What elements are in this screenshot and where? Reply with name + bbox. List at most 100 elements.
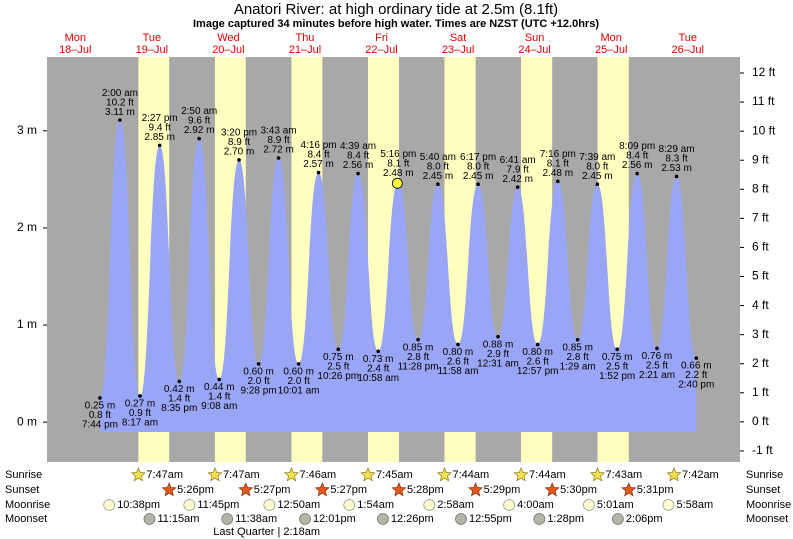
sunset-icon (238, 482, 254, 497)
moonset-icon (299, 513, 311, 525)
day-name: Wed (217, 32, 239, 44)
day-name: Sat (450, 32, 467, 44)
row-label: Moonrise (746, 499, 791, 511)
tide-label: 8.3 ft (665, 154, 687, 165)
sunrise-time: 7:44am (452, 469, 489, 481)
moonset-time: 11:38am (235, 513, 277, 525)
day-date: 21–Jul (289, 44, 321, 56)
sunset-time: 5:29pm (484, 484, 521, 496)
tide-point (256, 362, 261, 366)
tide-area (99, 120, 697, 433)
day-date: 24–Jul (518, 44, 550, 56)
tide-label: 2.6 ft (527, 357, 549, 368)
sunrise-time: 7:43am (606, 469, 643, 481)
moonset-icon (221, 513, 234, 525)
moonset-icon (455, 513, 467, 525)
tide-point (296, 362, 301, 366)
tide-label: 0.9 ft (129, 408, 151, 419)
tide-label: 2.57 m (303, 159, 334, 170)
moonrise-icon (423, 499, 436, 511)
tide-label: 0.80 m (443, 347, 474, 358)
moonset-time: 12:26pm (391, 513, 434, 525)
row-label: Sunset (5, 484, 39, 496)
sunset-time: 5:31pm (637, 484, 674, 496)
sunrise-icon (513, 467, 529, 482)
tide-label: 10.2 ft (106, 97, 134, 108)
y2-tick-label: 9 ft (752, 152, 769, 166)
tide-label: 8:35 pm (161, 403, 197, 414)
sunset-icon (314, 482, 330, 497)
sunrise-time: 7:44am (529, 469, 566, 481)
day-date: 18–Jul (59, 44, 91, 56)
day-name: Mon (65, 32, 86, 44)
tide-label: 7:16 pm (540, 149, 576, 160)
moonrise-icon (103, 499, 116, 511)
tide-label: 1.4 ft (208, 392, 230, 403)
day-name: Tue (678, 32, 697, 44)
tide-label: 2.92 m (184, 125, 215, 136)
tide-point (456, 342, 460, 347)
day-date: 22–Jul (365, 44, 397, 56)
tide-label: 2.9 ft (487, 349, 509, 360)
tide-point (98, 396, 102, 400)
tide-point (436, 182, 440, 187)
sunrise-time: 7:47am (223, 469, 260, 481)
tide-label: 2.8 ft (407, 352, 429, 363)
tide-label: 11:58 am (437, 366, 478, 377)
tide-label: 6:17 pm (460, 152, 496, 163)
tide-label: 8:09 pm (619, 141, 655, 152)
day-date: 20–Jul (212, 44, 244, 56)
tide-label: 2.53 m (661, 163, 692, 174)
tide-point (138, 394, 142, 398)
tide-point (575, 337, 580, 342)
current-marker (391, 177, 403, 189)
moonset-time: 1:28pm (547, 513, 584, 525)
tide-label: 2.48 m (543, 168, 574, 179)
sunrise-time: 7:45am (376, 469, 413, 481)
tide-label: 2.72 m (263, 145, 294, 156)
tide-point (655, 346, 659, 351)
tide-label: 0.75 m (602, 352, 633, 363)
tide-point (197, 136, 201, 141)
day-name: Mon (600, 32, 621, 44)
tide-point (356, 171, 360, 176)
tide-label: 2.8 ft (567, 352, 589, 363)
tide-label: 2.48 m (383, 168, 414, 179)
tide-label: 2:00 am (102, 88, 138, 99)
tide-point (118, 118, 122, 122)
moonrise-time: 10:38pm (117, 499, 160, 511)
sunrise-icon (590, 467, 606, 482)
tide-point (615, 347, 619, 352)
tide-label: 2.42 m (502, 174, 533, 185)
tide-label: 2:21 am (639, 370, 675, 381)
tide-point (376, 349, 381, 354)
tide-label: 10:58 am (357, 373, 399, 384)
day-name: Thu (295, 32, 314, 44)
tide-label: 0.80 m (522, 347, 553, 358)
tide-label: 9.4 ft (149, 123, 171, 134)
sunset-time: 5:27pm (254, 484, 291, 496)
row-label: Moonrise (5, 499, 50, 511)
y2-tick-label: 10 ft (752, 123, 776, 137)
tide-label: 7:44 pm (82, 420, 118, 431)
tide-label: 1:29 am (560, 361, 596, 372)
tide-label: 2.2 ft (685, 370, 707, 381)
tide-label: 8:29 am (658, 144, 694, 155)
y-tick-label: 1 m (17, 317, 37, 331)
tide-point (276, 156, 281, 160)
moonset-icon (143, 513, 156, 525)
tide-label: 2.45 m (423, 171, 454, 182)
moonrise-time: 1:54am (357, 499, 394, 511)
tide-label: 8.0 ft (586, 161, 608, 172)
row-label: Sunrise (5, 469, 42, 481)
moonrise-time: 5:58am (677, 499, 714, 511)
sunrise-icon (207, 467, 223, 482)
tide-label: 3:20 pm (221, 128, 257, 139)
sunset-time: 5:27pm (330, 484, 367, 496)
tide-point (674, 174, 679, 179)
tide-label: 8.4 ft (307, 150, 329, 161)
y2-tick-label: 5 ft (752, 269, 769, 283)
tide-label: 4:39 am (340, 141, 376, 152)
tide-point (694, 356, 699, 360)
sunset-time: 5:30pm (560, 484, 597, 496)
